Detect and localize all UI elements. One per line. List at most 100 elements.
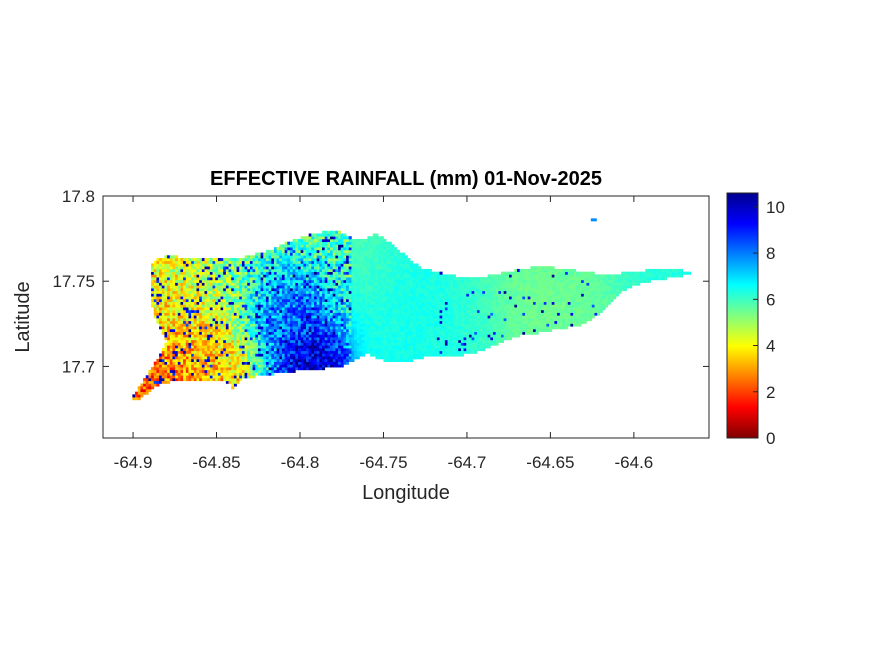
heatmap-cell	[175, 274, 179, 278]
heatmap-cell	[180, 279, 184, 283]
heatmap-cell	[418, 293, 422, 297]
heatmap-cell	[399, 285, 403, 289]
heatmap-cell	[273, 315, 277, 319]
heatmap-cell	[263, 307, 267, 311]
heatmap-cell	[207, 279, 211, 283]
heatmap-cell	[223, 290, 227, 294]
heatmap-cell	[367, 285, 371, 289]
heatmap-cell	[287, 350, 291, 354]
heatmap-cell	[255, 301, 259, 305]
heatmap-cell	[268, 323, 272, 327]
heatmap-cell	[167, 350, 171, 354]
heatmap-cell	[225, 282, 229, 286]
heatmap-cell	[303, 353, 307, 357]
heatmap-cell	[271, 342, 275, 346]
heatmap-cell	[151, 367, 155, 371]
heatmap-cell	[292, 337, 296, 341]
heatmap-cell	[292, 318, 296, 322]
heatmap-cell	[273, 339, 277, 343]
heatmap-cell	[300, 268, 304, 273]
heatmap-cell	[191, 358, 195, 362]
heatmap-cell	[359, 307, 363, 311]
heatmap-cell	[225, 380, 229, 384]
heatmap-cell	[322, 255, 326, 259]
heatmap-cell	[185, 328, 189, 333]
heatmap-cell	[281, 296, 285, 300]
heatmap-cell	[180, 326, 184, 330]
heatmap-cell	[412, 309, 416, 313]
heatmap-cell	[418, 328, 422, 333]
heatmap-cell	[167, 260, 171, 264]
heatmap-cell	[343, 252, 347, 256]
heatmap-cell	[391, 348, 395, 352]
heatmap-cell	[348, 298, 352, 303]
heatmap-cell	[265, 326, 269, 330]
heatmap-cell	[380, 334, 384, 338]
heatmap-cell	[231, 383, 235, 387]
heatmap-cell	[281, 258, 285, 262]
heatmap-cell	[327, 233, 331, 237]
heatmap-cell	[410, 268, 414, 273]
heatmap-cell	[444, 277, 448, 281]
heatmap-cell	[255, 252, 259, 256]
heatmap-cell	[402, 298, 406, 303]
heatmap-cell	[370, 328, 374, 333]
heatmap-cell	[316, 238, 320, 243]
heatmap-cell	[207, 298, 211, 303]
heatmap-cell	[204, 288, 208, 292]
heatmap-cell	[319, 285, 323, 289]
heatmap-cell	[263, 288, 267, 292]
heatmap-cell	[180, 277, 184, 281]
heatmap-cell	[225, 288, 229, 292]
heatmap-cell	[164, 380, 168, 384]
heatmap-cell	[279, 353, 283, 357]
heatmap-cell	[180, 307, 184, 311]
heatmap-cell	[188, 345, 192, 349]
heatmap-cell	[335, 304, 339, 308]
heatmap-cell	[444, 318, 448, 322]
heatmap-cell	[375, 274, 379, 278]
heatmap-cell	[220, 372, 224, 376]
heatmap-cell	[297, 252, 302, 256]
heatmap-cell	[217, 339, 221, 343]
heatmap-cell	[156, 298, 160, 303]
heatmap-cell	[418, 339, 422, 343]
heatmap-cell	[193, 301, 197, 305]
heatmap-cell	[167, 258, 171, 262]
heatmap-cell	[324, 266, 328, 270]
heatmap-cell	[199, 326, 203, 330]
heatmap-cell	[308, 301, 312, 305]
heatmap-cell	[231, 364, 235, 368]
heatmap-cell	[257, 342, 261, 346]
heatmap-cell	[161, 369, 165, 373]
heatmap-cell	[407, 285, 411, 289]
heatmap-cell	[330, 236, 334, 240]
heatmap-cell	[407, 356, 411, 360]
heatmap-cell	[324, 320, 328, 324]
heatmap-cell	[247, 353, 251, 357]
heatmap-cell	[223, 369, 227, 373]
heatmap-cell	[319, 367, 323, 371]
heatmap-cell	[196, 279, 200, 283]
heatmap-cell	[444, 304, 448, 308]
heatmap-cell	[308, 233, 312, 237]
heatmap-cell	[388, 282, 392, 286]
heatmap-cell	[404, 255, 408, 259]
heatmap-cell	[407, 345, 411, 349]
heatmap-cell	[378, 298, 382, 303]
heatmap-cell	[314, 367, 318, 371]
heatmap-cell	[220, 258, 224, 262]
heatmap-cell	[161, 258, 165, 262]
heatmap-cell	[388, 247, 392, 251]
heatmap-cell	[388, 358, 392, 362]
heatmap-cell	[289, 298, 293, 303]
heatmap-cell	[418, 301, 422, 305]
heatmap-cell	[276, 268, 280, 273]
heatmap-cell	[370, 293, 374, 297]
heatmap-cell	[372, 241, 376, 245]
heatmap-cell	[327, 293, 331, 297]
heatmap-cell	[164, 271, 168, 275]
heatmap-cell	[356, 290, 360, 294]
heatmap-cell	[314, 320, 318, 324]
heatmap-cell	[292, 252, 296, 256]
